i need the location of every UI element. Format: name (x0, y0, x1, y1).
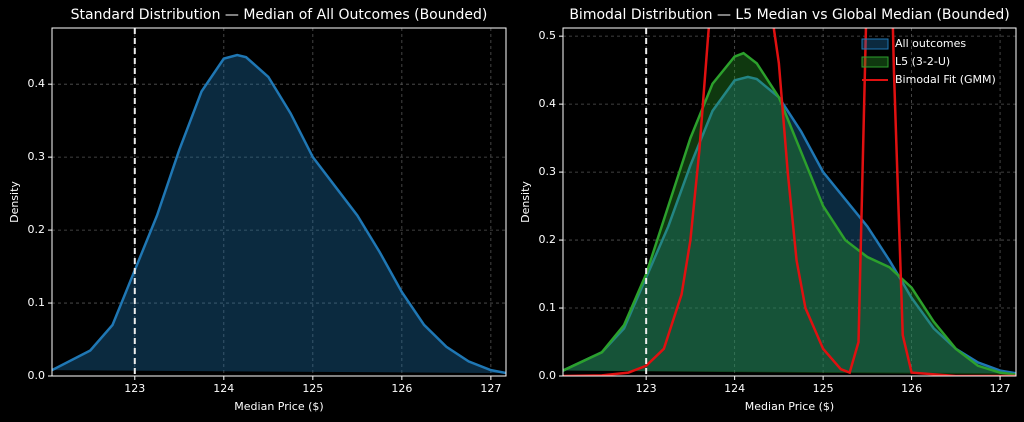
axes-frame (51, 27, 507, 377)
y-tick-label: 0.0 (539, 369, 557, 382)
y-tick-label: 0.2 (28, 223, 46, 236)
y-tick-label: 0.0 (28, 369, 46, 382)
y-tick-label: 0.4 (28, 77, 46, 90)
chart-title: Bimodal Distribution — L5 Median vs Glob… (569, 7, 1009, 23)
x-tick-label: 127 (480, 382, 501, 395)
x-tick-label: 126 (901, 382, 922, 395)
x-tick-label: 124 (213, 382, 234, 395)
x-tick-label: 127 (990, 382, 1011, 395)
x-axis-label: Median Price ($) (234, 400, 323, 413)
density-line (52, 53, 506, 375)
plot-area (563, 28, 1016, 376)
axes-frame (562, 27, 1017, 377)
density-line (563, 51, 1016, 376)
y-tick-label: 0.3 (539, 165, 557, 178)
legend-swatch (861, 38, 889, 50)
x-tick-label: 123 (636, 382, 657, 395)
x-axis-label: Median Price ($) (745, 400, 834, 413)
y-tick-label: 0.1 (539, 301, 557, 314)
chart-title: Standard Distribution — Median of All Ou… (71, 7, 488, 23)
x-tick-label: 126 (391, 382, 412, 395)
x-tick-label: 125 (302, 382, 323, 395)
density-line (563, 28, 1016, 376)
x-tick-label: 124 (724, 382, 745, 395)
legend-label: All outcomes (895, 37, 966, 50)
y-tick-label: 0.4 (539, 97, 557, 110)
y-axis-label: Density (519, 181, 532, 223)
y-axis-label: Density (8, 181, 21, 223)
y-tick-label: 0.3 (28, 150, 46, 163)
y-tick-label: 0.2 (539, 233, 557, 246)
x-tick-label: 123 (124, 382, 145, 395)
legend-swatch (861, 56, 889, 68)
plot-area (52, 28, 506, 376)
legend-label: Bimodal Fit (GMM) (895, 73, 996, 86)
y-tick-label: 0.1 (28, 296, 46, 309)
legend-label: L5 (3-2-U) (895, 55, 950, 68)
x-tick-label: 125 (813, 382, 834, 395)
y-tick-label: 0.5 (539, 29, 557, 42)
